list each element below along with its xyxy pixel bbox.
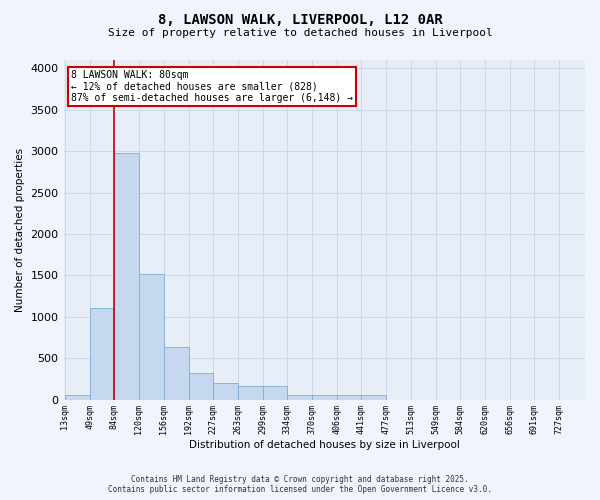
Bar [90, 308, 114, 400]
Bar [287, 396, 312, 400]
Bar [361, 396, 386, 400]
Text: 8, LAWSON WALK, LIVERPOOL, L12 0AR: 8, LAWSON WALK, LIVERPOOL, L12 0AR [158, 12, 442, 26]
Bar [189, 373, 213, 400]
Bar [312, 396, 337, 400]
Bar [238, 386, 263, 400]
X-axis label: Distribution of detached houses by size in Liverpool: Distribution of detached houses by size … [189, 440, 460, 450]
Text: Size of property relative to detached houses in Liverpool: Size of property relative to detached ho… [107, 28, 493, 38]
Bar [114, 153, 139, 400]
Bar [139, 274, 164, 400]
Bar [213, 383, 238, 400]
Bar [164, 346, 189, 400]
Bar [65, 395, 90, 400]
Bar [337, 396, 361, 400]
Text: 8 LAWSON WALK: 80sqm
← 12% of detached houses are smaller (828)
87% of semi-deta: 8 LAWSON WALK: 80sqm ← 12% of detached h… [71, 70, 353, 103]
Text: Contains HM Land Registry data © Crown copyright and database right 2025.
Contai: Contains HM Land Registry data © Crown c… [108, 474, 492, 494]
Y-axis label: Number of detached properties: Number of detached properties [15, 148, 25, 312]
Bar [263, 386, 287, 400]
